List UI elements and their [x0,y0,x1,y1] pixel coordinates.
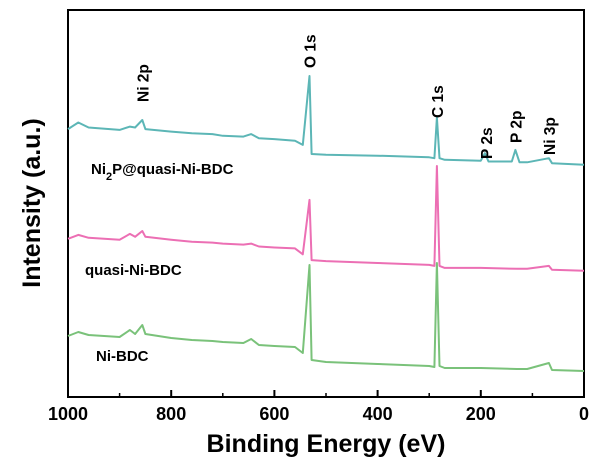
x-axis-title: Binding Energy (eV) [207,430,446,458]
x-axis-ticks [67,390,585,397]
x-tick-label: 600 [259,404,289,424]
series-label: quasi-Ni-BDC [85,262,182,279]
peak-label: C 1s [430,85,447,118]
series-labels: Ni-BDC quasi-Ni-BDC Ni2P@quasi-Ni-BDC [85,161,234,365]
x-tick-label: 1000 [48,404,88,424]
peak-label: Ni 3p [542,117,559,155]
series-line [67,262,585,372]
series-label: Ni-BDC [96,348,149,365]
x-axis-tick-labels: 1000 800 600 400 200 0 [48,404,589,424]
peak-label: O 1s [303,34,320,68]
series-lines [67,75,585,372]
x-tick-label: 800 [156,404,186,424]
x-tick-label: 400 [363,404,393,424]
peak-label: P 2p [508,111,525,143]
series-label: Ni2P@quasi-Ni-BDC [91,161,234,183]
x-tick-label: 0 [579,404,589,424]
series-line [67,75,585,166]
peak-label: P 2s [479,127,496,159]
x-tick-label: 200 [466,404,496,424]
series-line [67,165,585,272]
peak-labels: Ni 2p O 1s C 1s P 2s P 2p Ni 3p [135,34,559,159]
y-axis-title: Intensity (a.u.) [18,118,46,287]
peak-label: Ni 2p [135,64,152,102]
